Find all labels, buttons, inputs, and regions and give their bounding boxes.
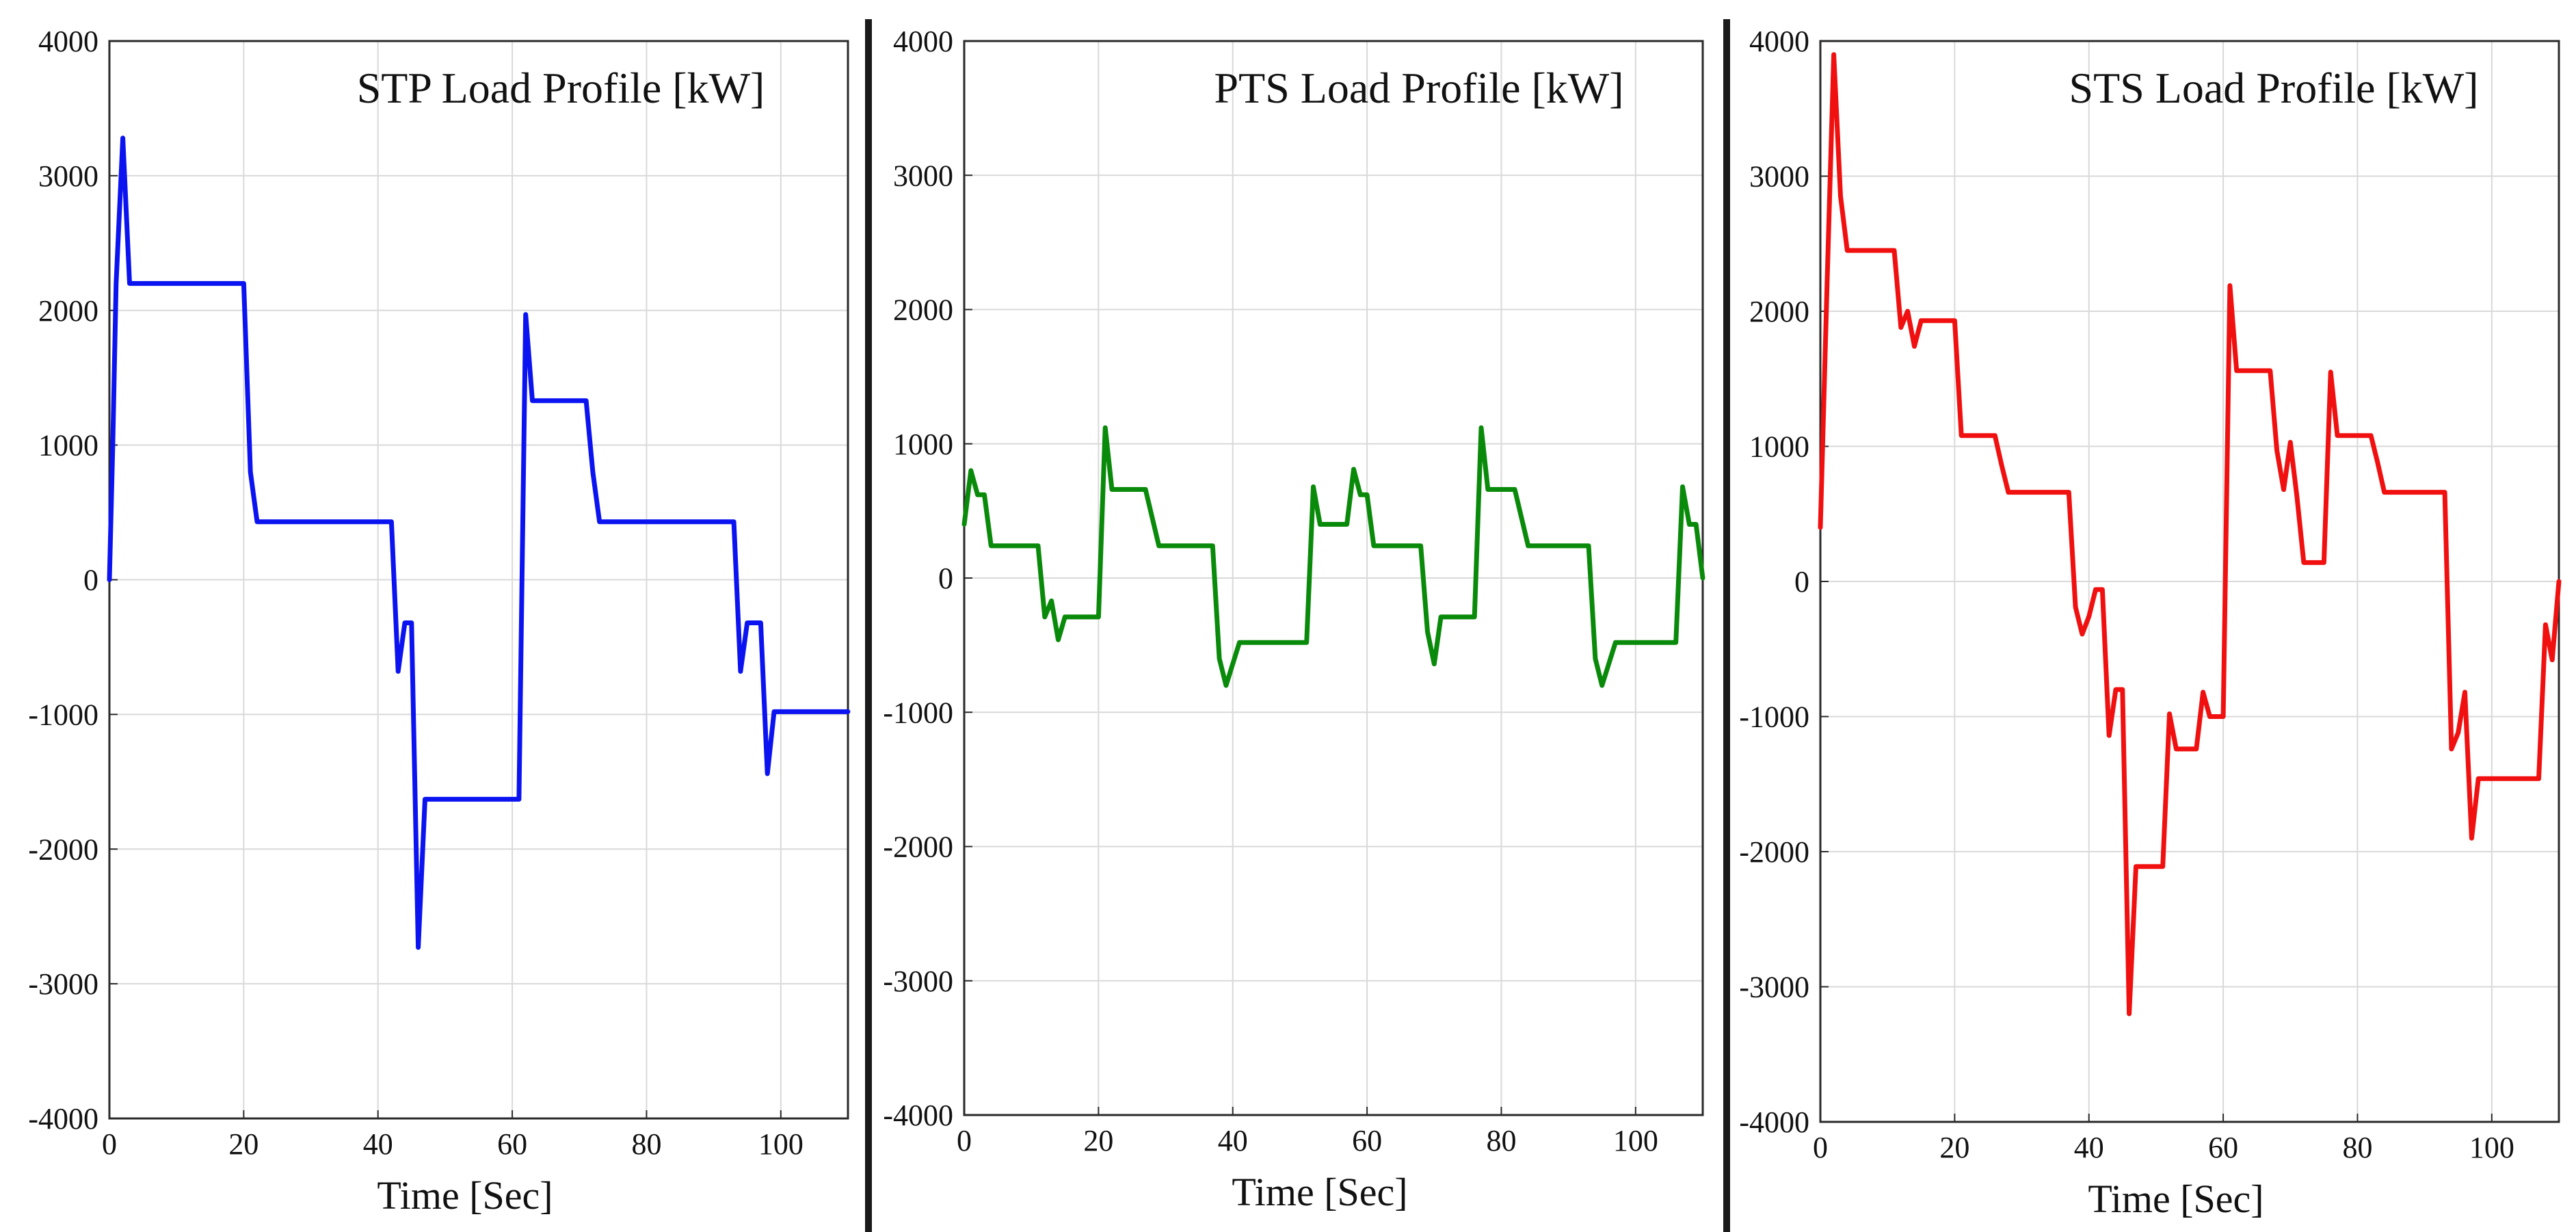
chart-panel-pts: -4000 -3000 -2000 -1000 0 1000 2000 3000 4000 0 2…	[883, 25, 1705, 1214]
x-axis-ticks-stp: 0 20 40 60 80 100	[102, 1110, 804, 1161]
y-tick-label: 3000	[38, 159, 98, 193]
y-tick-label: 4000	[893, 25, 953, 58]
gridlines-pts	[964, 41, 1703, 1115]
panel-divider-left	[865, 19, 872, 1232]
x-tick-label: 0	[1813, 1131, 1828, 1164]
y-tick-label: -4000	[1739, 1105, 1809, 1139]
y-tick-label: 0	[1794, 565, 1809, 599]
y-tick-label: -3000	[28, 967, 98, 1001]
y-tick-label: 1000	[893, 428, 953, 461]
gridlines-stp	[109, 41, 848, 1118]
series-line-stp	[107, 135, 851, 950]
x-axis-label-stp: Time [Sec]	[377, 1173, 553, 1218]
chart-title-stp: STP Load Profile [kW]	[357, 64, 765, 112]
y-tick-label: 2000	[1749, 295, 1809, 328]
y-axis-ticks-pts: -4000 -3000 -2000 -1000 0 1000 2000 3000 4000	[883, 25, 972, 1132]
y-axis-ticks-sts: -4000 -3000 -2000 -1000 0 1000 2000 3000 4000	[1739, 25, 1829, 1139]
x-tick-label: 20	[228, 1127, 258, 1161]
panel-divider-right	[1723, 19, 1730, 1232]
x-axis-ticks-sts: 0 20 40 60 80 100	[1813, 1114, 2514, 1164]
x-tick-label: 0	[957, 1124, 972, 1157]
x-tick-label: 80	[2342, 1131, 2372, 1164]
chart-title-pts: PTS Load Profile [kW]	[1214, 64, 1624, 112]
y-tick-label: 2000	[893, 293, 953, 327]
x-tick-label: 20	[1083, 1124, 1113, 1157]
x-tick-label: 100	[2469, 1131, 2514, 1164]
x-tick-label: 60	[1352, 1124, 1382, 1157]
x-tick-label: 80	[631, 1127, 661, 1161]
y-tick-label: -1000	[883, 696, 953, 729]
y-tick-label: -1000	[1739, 700, 1809, 734]
x-tick-label: 60	[2208, 1131, 2238, 1164]
chart-title-sts: STS Load Profile [kW]	[2069, 64, 2479, 112]
x-axis-label-pts: Time [Sec]	[1232, 1170, 1407, 1214]
y-tick-label: 4000	[1749, 25, 1809, 58]
y-tick-label: -3000	[883, 965, 953, 998]
y-tick-label: -3000	[1739, 971, 1809, 1004]
y-tick-label: 4000	[38, 25, 98, 58]
series-line-sts	[1818, 52, 2562, 1017]
y-tick-label: 2000	[38, 294, 98, 328]
y-tick-label: 1000	[1749, 430, 1809, 464]
x-tick-label: 80	[1486, 1124, 1516, 1157]
y-tick-label: 0	[938, 562, 953, 595]
y-tick-label: 3000	[893, 159, 953, 192]
y-tick-label: -2000	[883, 830, 953, 864]
x-tick-label: 100	[1613, 1124, 1658, 1157]
y-tick-label: 1000	[38, 429, 98, 462]
y-tick-label: 0	[83, 564, 98, 597]
x-tick-label: 0	[102, 1127, 117, 1161]
series-line-pts	[961, 425, 1705, 688]
y-tick-label: -2000	[28, 833, 98, 866]
x-tick-label: 40	[363, 1127, 393, 1161]
y-tick-label: -1000	[28, 698, 98, 731]
y-tick-label: 3000	[1749, 160, 1809, 194]
x-tick-label: 60	[497, 1127, 527, 1161]
chart-panel-stp: -4000 -3000 -2000 -1000 0 1000 2000 3000 4000 0 2…	[28, 25, 851, 1218]
y-tick-label: -4000	[28, 1102, 98, 1136]
chart-panel-sts: -4000 -3000 -2000 -1000 0 1000 2000 3000 4000 0 2…	[1739, 25, 2562, 1221]
x-tick-label: 100	[758, 1127, 804, 1161]
y-axis-ticks-stp: -4000 -3000 -2000 -1000 0 1000 2000 3000 4000	[28, 25, 118, 1136]
gridlines-sts	[1820, 41, 2559, 1122]
y-tick-label: -2000	[1739, 835, 1809, 869]
x-axis-label-sts: Time [Sec]	[2088, 1177, 2263, 1221]
x-tick-label: 40	[2074, 1131, 2104, 1164]
x-tick-label: 40	[1218, 1124, 1248, 1157]
x-tick-label: 20	[1939, 1131, 1969, 1164]
x-axis-ticks-pts: 0 20 40 60 80 100	[957, 1107, 1658, 1157]
y-tick-label: -4000	[883, 1099, 953, 1132]
